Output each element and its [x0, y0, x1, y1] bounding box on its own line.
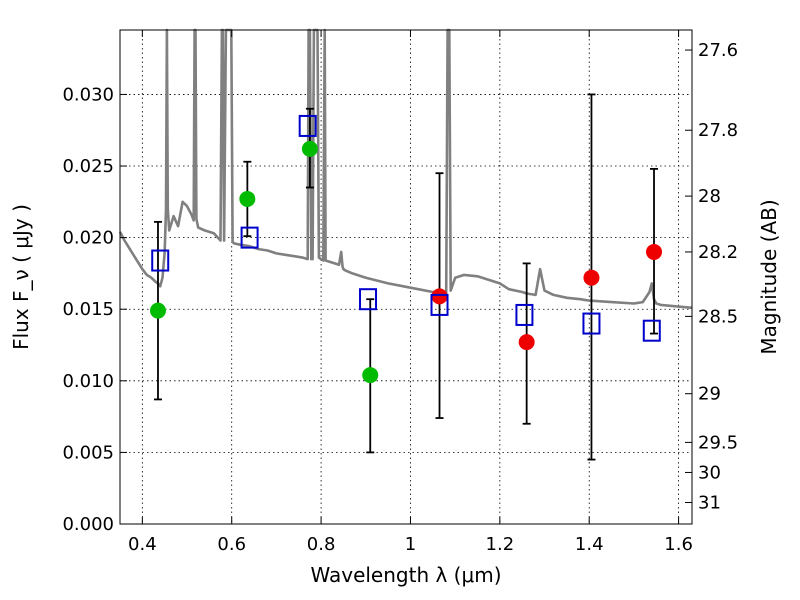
- green-circle-point: [301, 140, 318, 157]
- axis-ticks: 0.4 0.6 0.8 1 1.2 1.4 1.6 0.000 0.005 0.010 0.015 0…: [62, 30, 738, 555]
- x-axis-label: Wavelength λ (μm): [310, 563, 501, 587]
- x-tick-label: 0.4: [128, 534, 157, 555]
- x-tick-label: 1.6: [664, 534, 693, 555]
- blue-square-point: [298, 114, 317, 137]
- model-spectrum-line: [118, 28, 693, 310]
- x-tick-label: 0.8: [307, 534, 336, 555]
- x-tick-label: 1.2: [486, 534, 515, 555]
- blue-square-point: [582, 312, 601, 335]
- grid-lines: [120, 30, 692, 524]
- red-circle-point: [583, 269, 600, 286]
- blue-square-point: [151, 249, 170, 272]
- right-axis-label: Magnitude (AB): [757, 199, 781, 354]
- right-tick-label: 28.2: [698, 242, 738, 263]
- right-tick-label: 29.5: [698, 432, 738, 453]
- red-circle-point: [431, 288, 448, 305]
- blue-square-point: [642, 319, 661, 342]
- red-circle-point: [646, 243, 663, 260]
- green-circle-point: [362, 367, 379, 384]
- y-tick-label: 0.030: [62, 84, 114, 105]
- red-circle-point: [518, 334, 535, 351]
- right-tick-label: 30: [698, 462, 721, 483]
- green-circle-point: [239, 190, 256, 207]
- y-tick-label: 0.010: [62, 371, 114, 392]
- right-tick-label: 27.6: [698, 40, 738, 61]
- x-tick-label: 1.4: [575, 534, 604, 555]
- x-tick-label: 1: [405, 534, 416, 555]
- plot-frame: [119, 29, 693, 525]
- x-tick-label: 0.6: [217, 534, 246, 555]
- data-points: [149, 114, 663, 384]
- y-axis-label: Flux F_ν ( μJy ): [9, 204, 33, 350]
- error-bars: [153, 93, 659, 461]
- y-tick-label: 0.005: [62, 442, 114, 463]
- y-tick-label: 0.025: [62, 156, 114, 177]
- right-tick-label: 31: [698, 493, 721, 514]
- green-circle-point: [149, 302, 166, 319]
- y-tick-label: 0.015: [62, 299, 114, 320]
- blue-square-point: [430, 293, 449, 316]
- blue-square-point: [359, 288, 378, 311]
- blue-square-point: [515, 303, 534, 326]
- right-tick-label: 28.5: [698, 306, 738, 327]
- right-tick-label: 29: [698, 384, 721, 405]
- y-tick-label: 0.020: [62, 228, 114, 249]
- right-tick-label: 28: [698, 186, 721, 207]
- blue-square-point: [240, 226, 259, 249]
- model-spectrum: [118, 28, 693, 310]
- right-tick-label: 27.8: [698, 120, 738, 141]
- y-tick-label: 0.000: [62, 514, 114, 535]
